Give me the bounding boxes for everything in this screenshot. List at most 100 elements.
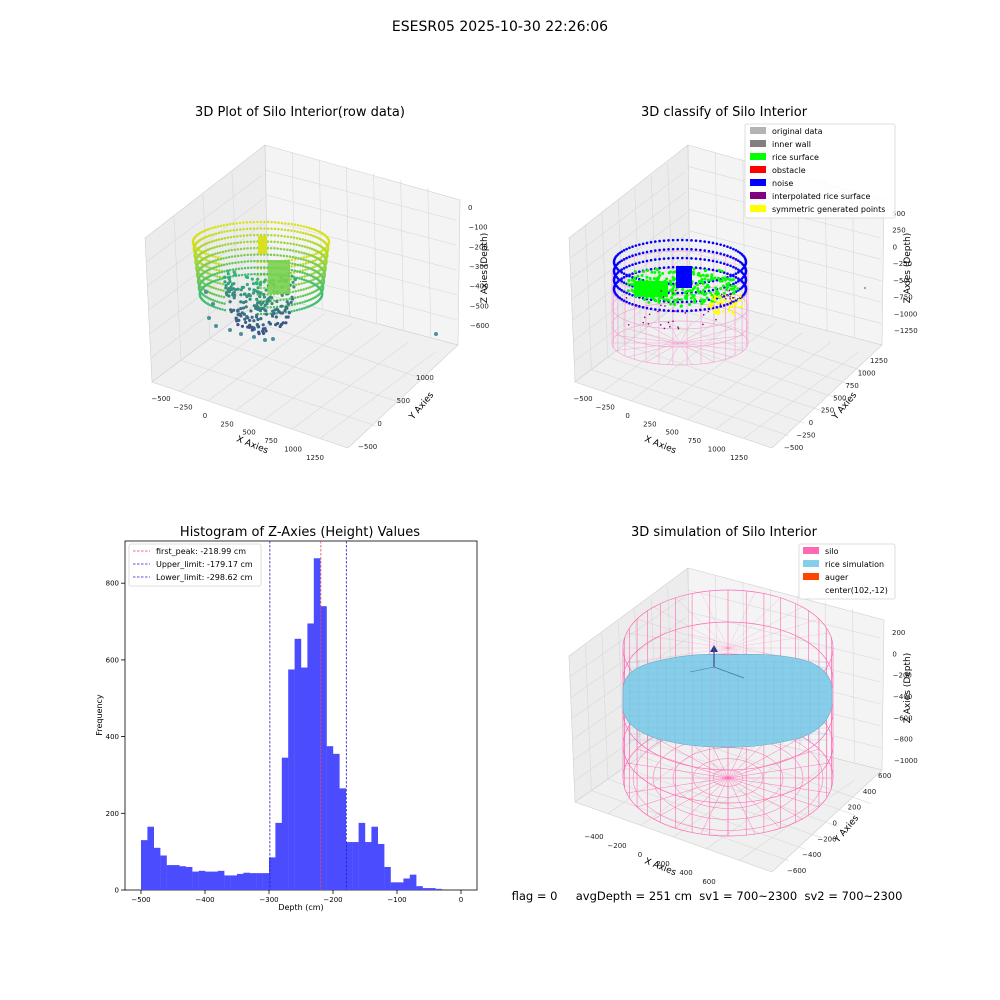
- raw-point: [236, 313, 240, 317]
- raw-point: [276, 234, 280, 237]
- raw-point: [285, 254, 289, 258]
- raw-point: [243, 253, 246, 257]
- noise-point: [722, 262, 726, 265]
- raw-point: [301, 238, 304, 241]
- raw-point: [291, 255, 295, 259]
- raw-point: [254, 315, 259, 319]
- plot3d-raw-title: 3D Plot of Silo Interior(row data): [195, 105, 405, 120]
- raw-point: [266, 253, 269, 256]
- raw-point: [238, 228, 242, 231]
- symmetric-point: [727, 300, 730, 304]
- raw-point: [295, 236, 299, 240]
- interpolated-point: [725, 297, 727, 300]
- raw-point: [259, 286, 263, 290]
- noise-point: [694, 309, 698, 312]
- noise-point: [653, 258, 657, 261]
- raw-point: [243, 266, 247, 270]
- grid-line: [570, 617, 686, 698]
- ytick-label: 0: [377, 420, 381, 428]
- raw-point: [314, 259, 317, 262]
- noise-point: [620, 298, 624, 301]
- raw-point: [303, 300, 307, 303]
- raw-point: [310, 227, 313, 230]
- noise-point: [729, 264, 732, 268]
- raw-point: [303, 245, 307, 248]
- noise-point: [649, 298, 653, 302]
- raw-point: [231, 268, 235, 271]
- noise-point: [715, 242, 719, 246]
- rice-surface-point: [684, 294, 688, 298]
- symmetric-point: [722, 310, 725, 313]
- raw-outlier-point: [207, 316, 211, 320]
- raw-point: [231, 293, 235, 297]
- symmetric-point: [732, 310, 735, 313]
- grid-line: [266, 244, 458, 296]
- raw-point: [215, 238, 218, 242]
- raw-point: [221, 308, 224, 311]
- raw-point: [309, 254, 313, 257]
- rice-surface-point: [725, 288, 729, 292]
- raw-point: [204, 228, 208, 232]
- raw-point: [282, 248, 286, 251]
- grid-line: [743, 351, 860, 439]
- noise-point: [722, 253, 726, 256]
- noise-point: [631, 293, 634, 297]
- raw-point: [310, 267, 314, 271]
- raw-point: [205, 259, 208, 262]
- ytick-label: 250: [821, 407, 834, 415]
- raw-point: [245, 275, 250, 280]
- interpolated-point: [664, 305, 666, 307]
- raw-point: [252, 246, 256, 250]
- raw-point: [307, 259, 310, 263]
- raw-point: [249, 233, 252, 237]
- symmetric-point: [732, 305, 735, 308]
- raw-point: [283, 241, 286, 245]
- raw-point: [244, 305, 248, 309]
- xtick-label: −200: [323, 896, 342, 904]
- interpolated-point: [659, 324, 662, 326]
- noise-point: [638, 261, 641, 264]
- raw-point: [314, 228, 318, 232]
- grid-line: [238, 316, 436, 384]
- rice-surface-point: [710, 293, 714, 297]
- raw-point: [302, 225, 306, 228]
- raw-point: [273, 240, 276, 244]
- raw-point: [253, 253, 256, 256]
- noise-point: [676, 247, 679, 251]
- raw-point: [298, 308, 301, 311]
- noise-point: [732, 274, 735, 278]
- raw-point: [212, 239, 216, 243]
- ytick-label: 0: [115, 887, 119, 895]
- noise-point: [738, 260, 742, 264]
- floor-spoke: [727, 777, 830, 794]
- raw-point: [220, 301, 224, 305]
- raw-point: [266, 220, 270, 224]
- raw-point: [283, 235, 287, 238]
- rice-surface-point: [668, 270, 672, 274]
- raw-point: [307, 273, 311, 277]
- noise-point: [631, 263, 634, 267]
- raw-point: [223, 275, 227, 279]
- rice-surface-point: [636, 274, 640, 278]
- raw-point: [247, 287, 252, 291]
- raw-point: [290, 303, 294, 307]
- xtick-label: −100: [387, 896, 406, 904]
- rice-surface-point: [714, 286, 718, 290]
- rice-surface-point: [696, 272, 700, 276]
- histogram-bar: [192, 871, 199, 890]
- raw-point: [261, 329, 265, 333]
- symmetric-point: [727, 309, 731, 313]
- interpolated-point: [729, 296, 731, 298]
- histogram-yticks: 0 200 400 600 800: [106, 580, 125, 895]
- noise-point: [726, 263, 729, 267]
- noise-point: [662, 239, 666, 242]
- raw-point: [232, 235, 236, 238]
- raw-point: [295, 308, 299, 312]
- noise-point: [671, 265, 675, 269]
- histogram-bar: [198, 870, 206, 890]
- raw-point: [217, 231, 220, 235]
- noise-point: [681, 238, 684, 242]
- raw-point: [218, 277, 222, 281]
- raw-point: [262, 280, 266, 284]
- grid-line: [688, 208, 881, 260]
